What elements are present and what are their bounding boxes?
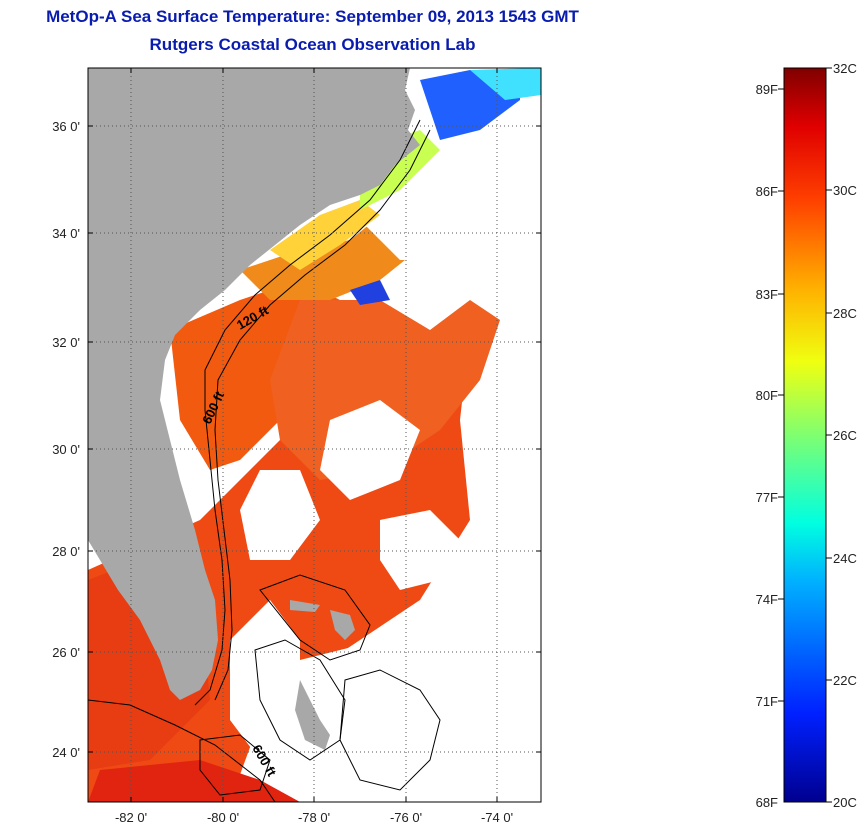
lon-label-74: -74 0' xyxy=(481,810,513,825)
lat-label-32: 32 0' xyxy=(52,335,80,350)
colorbar-ticks xyxy=(778,67,832,803)
sst-field xyxy=(88,68,541,802)
temperature-colorbar xyxy=(783,67,827,803)
colorbar-label-26c: 26C xyxy=(833,428,857,443)
lat-label-26: 26 0' xyxy=(52,645,80,660)
lat-label-28: 28 0' xyxy=(52,544,80,559)
colorbar-label-24c: 24C xyxy=(833,551,857,566)
land-grand-bahama xyxy=(290,600,320,612)
map-subtitle: Rutgers Coastal Ocean Observation Lab xyxy=(149,35,476,54)
colorbar-label-30c: 30C xyxy=(833,183,857,198)
lon-label-76: -76 0' xyxy=(390,810,422,825)
colorbar-label-77f: 77F xyxy=(756,490,778,505)
lon-label-82: -82 0' xyxy=(115,810,147,825)
lon-label-78: -78 0' xyxy=(298,810,330,825)
colorbar-label-28c: 28C xyxy=(833,306,857,321)
axis-ticks xyxy=(88,68,541,802)
land-bahamas-andros xyxy=(295,680,330,750)
colorbar-label-83f: 83F xyxy=(756,287,778,302)
map-title: MetOp-A Sea Surface Temperature: Septemb… xyxy=(46,7,579,26)
colorbar-label-89f: 89F xyxy=(756,82,778,97)
colorbar-label-32c: 32C xyxy=(833,61,857,76)
lon-label-80: -80 0' xyxy=(207,810,239,825)
colorbar-label-68f: 68F xyxy=(756,795,778,810)
lat-label-24: 24 0' xyxy=(52,745,80,760)
colorbar-label-74f: 74F xyxy=(756,592,778,607)
colorbar-label-71f: 71F xyxy=(756,694,778,709)
lat-label-36: 36 0' xyxy=(52,119,80,134)
land-bahamas-abaco xyxy=(330,610,355,640)
lat-label-34: 34 0' xyxy=(52,226,80,241)
land-us-east-coast xyxy=(88,68,420,700)
depth-contours xyxy=(88,119,441,802)
colorbar-label-86f: 86F xyxy=(756,184,778,199)
lat-label-30: 30 0' xyxy=(52,442,80,457)
colorbar-label-80f: 80F xyxy=(756,388,778,403)
colorbar-label-22c: 22C xyxy=(833,673,857,688)
colorbar-label-20c: 20C xyxy=(833,795,857,810)
